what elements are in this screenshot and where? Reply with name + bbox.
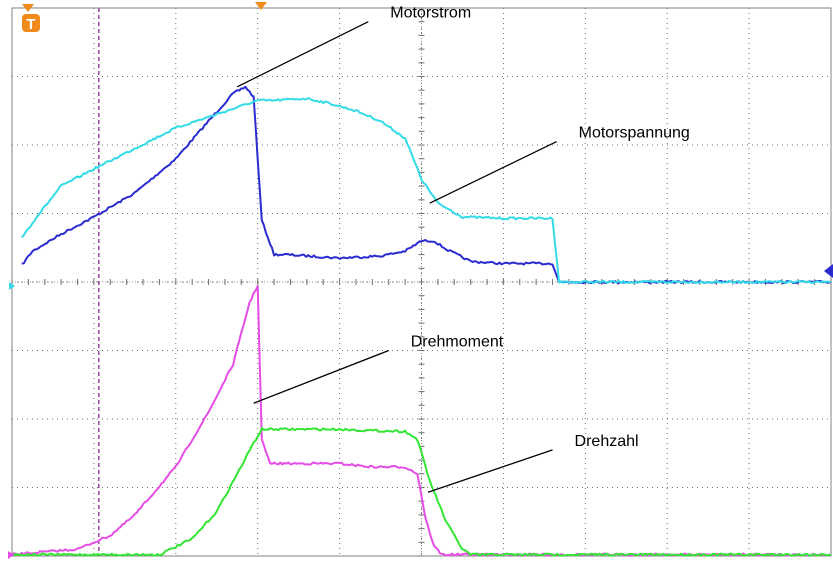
leader-motorspannung [429, 140, 557, 204]
trace-motorspannung [21, 97, 832, 285]
trigger-marker-icon: T [22, 4, 40, 33]
trace-layer [11, 85, 832, 557]
label-drehmoment: Drehmoment [411, 334, 504, 351]
leader-drehmoment [253, 349, 389, 404]
trigger-position-icon [255, 2, 267, 10]
leader-motorstrom [236, 21, 369, 88]
trigger-level-icon [824, 264, 833, 278]
center-axes [11, 7, 832, 557]
annotation-labels: Motorstrom Motorspannung Drehmoment Drehzah… [390, 5, 690, 450]
trigger-arrow-icon [22, 4, 34, 12]
label-motorspannung: Motorspannung [579, 125, 690, 142]
trigger-letter: T [26, 16, 35, 33]
label-drehzahl: Drehzahl [575, 433, 639, 450]
ground-ref-icon-1 [9, 282, 15, 290]
label-motorstrom: Motorstrom [390, 5, 471, 22]
trigger-badge-icon [22, 14, 40, 32]
annotation-leader-lines [236, 21, 557, 493]
leader-drehzahl [427, 449, 553, 493]
scope-markers: T [8, 2, 833, 559]
trace-drehzahl [11, 427, 832, 557]
ground-ref-icon-2 [8, 551, 14, 559]
